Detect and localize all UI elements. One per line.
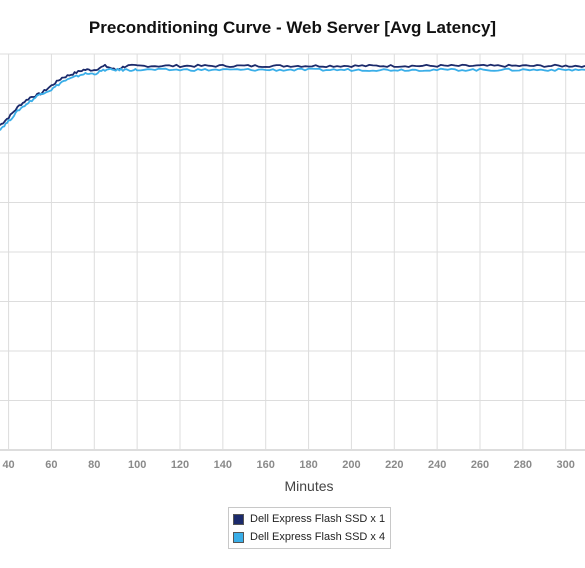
- series-line-2: [0, 67, 585, 131]
- x-tick-label: 100: [128, 459, 146, 471]
- x-tick-label: 60: [45, 459, 57, 471]
- x-tick-label: 80: [88, 459, 100, 471]
- series-line-1: [0, 63, 585, 126]
- x-tick-label: 140: [214, 459, 232, 471]
- x-tick-label: 220: [385, 459, 403, 471]
- legend-swatch-series-2: [233, 531, 244, 543]
- legend-label-series-1: Dell Express Flash SSD x 1: [250, 513, 386, 525]
- legend-swatch-series-1: [233, 513, 244, 525]
- chart-title: Preconditioning Curve - Web Server [Avg …: [88, 18, 497, 37]
- x-tick-label: 160: [257, 459, 275, 471]
- x-tick-label: 40: [2, 459, 14, 471]
- x-tick-label: 240: [428, 459, 446, 471]
- x-axis-title: Minutes: [284, 478, 333, 494]
- legend-item-series-2[interactable]: Dell Express Flash SSD x 4: [233, 528, 385, 546]
- legend-item-series-1[interactable]: Dell Express Flash SSD x 1: [233, 510, 385, 528]
- x-tick-label: 200: [342, 459, 360, 471]
- x-tick-label: 180: [299, 459, 317, 471]
- legend: Dell Express Flash SSD x 1 Dell Express …: [228, 507, 392, 549]
- x-tick-label: 120: [171, 459, 189, 471]
- x-tick-label: 300: [557, 459, 575, 471]
- x-tick-label: 260: [471, 459, 489, 471]
- x-tick-label: 280: [514, 459, 532, 471]
- legend-label-series-2: Dell Express Flash SSD x 4: [250, 531, 386, 543]
